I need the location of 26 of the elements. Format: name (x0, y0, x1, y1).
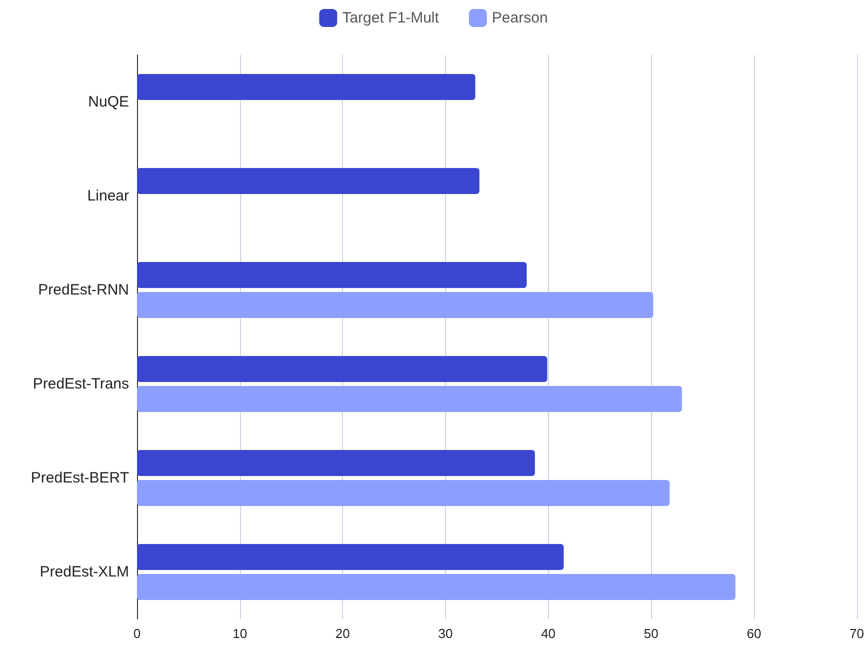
bar (137, 262, 527, 288)
x-tick-label: 20 (335, 626, 350, 641)
bar (137, 292, 654, 318)
y-tick-label: PredEst-BERT (30, 470, 129, 486)
legend-label: Target F1-Mult (342, 10, 440, 26)
x-tick-label: 40 (541, 626, 556, 641)
bar (137, 544, 564, 570)
x-tick-label: 50 (644, 626, 658, 641)
bar (137, 356, 548, 382)
x-tick-label: 70 (850, 626, 864, 641)
x-tick-label: 0 (133, 626, 141, 641)
y-tick-label: PredEst-RNN (38, 282, 129, 298)
bar (137, 450, 535, 476)
y-tick-label: Linear (87, 188, 129, 204)
x-tick-label: 60 (746, 626, 762, 641)
y-tick-label: NuQE (88, 94, 129, 110)
bar (137, 574, 736, 600)
x-tick-label: 30 (438, 626, 453, 641)
bar (137, 386, 682, 412)
bar (137, 480, 670, 506)
y-tick-label: PredEst-Trans (32, 376, 129, 392)
bar (137, 168, 480, 194)
x-tick-label: 10 (232, 626, 248, 641)
bar (137, 74, 476, 100)
legend-label: Pearson (492, 10, 548, 26)
y-tick-label: PredEst-XLM (40, 564, 129, 580)
